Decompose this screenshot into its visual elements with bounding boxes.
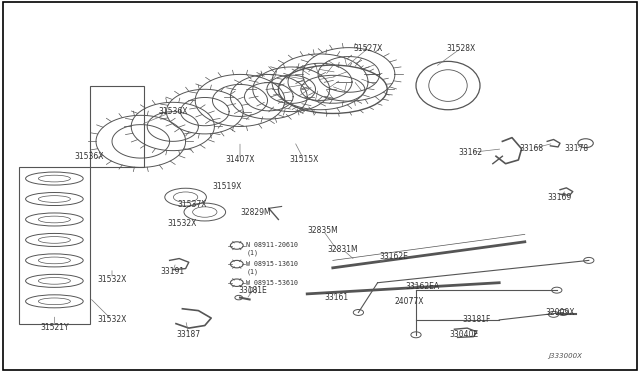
Text: 24077X: 24077X — [395, 297, 424, 306]
Text: 33169: 33169 — [548, 193, 572, 202]
Text: 31527X: 31527X — [353, 44, 383, 53]
Text: 31536X: 31536X — [75, 152, 104, 161]
Text: 31407X: 31407X — [225, 155, 255, 164]
Text: 32835M: 32835M — [308, 226, 339, 235]
Text: W 08915-53610
(1): W 08915-53610 (1) — [246, 280, 298, 293]
Text: W 08915-13610
(1): W 08915-13610 (1) — [246, 261, 298, 275]
Text: 31515X: 31515X — [289, 155, 319, 164]
Text: 32831M: 32831M — [327, 245, 358, 254]
Text: 33187: 33187 — [177, 330, 201, 339]
Text: 33191: 33191 — [161, 267, 185, 276]
Text: 31537X: 31537X — [177, 200, 207, 209]
Text: 31532X: 31532X — [168, 219, 197, 228]
Text: 33168: 33168 — [519, 144, 543, 153]
Text: 33162: 33162 — [458, 148, 483, 157]
Text: 31532X: 31532X — [97, 315, 127, 324]
Text: 33040E: 33040E — [449, 330, 479, 339]
Text: 31519X: 31519X — [212, 182, 242, 190]
Bar — [90, 86, 144, 167]
Text: 33161: 33161 — [324, 293, 348, 302]
Text: J333000X: J333000X — [548, 353, 582, 359]
Text: 32009X: 32009X — [545, 308, 575, 317]
Text: N 08911-20610
(1): N 08911-20610 (1) — [246, 243, 298, 256]
Text: 33178: 33178 — [564, 144, 588, 153]
Text: 31532X: 31532X — [97, 275, 127, 283]
Text: 32829M: 32829M — [241, 208, 271, 217]
Text: 31536X: 31536X — [158, 107, 188, 116]
Text: 33162E: 33162E — [379, 252, 408, 261]
Text: 31528X: 31528X — [446, 44, 476, 53]
Text: 33181E: 33181E — [239, 286, 267, 295]
Text: 31521Y: 31521Y — [40, 323, 68, 332]
Text: 33181F: 33181F — [463, 315, 491, 324]
Bar — [19, 167, 90, 324]
Text: 33162EA: 33162EA — [405, 282, 440, 291]
